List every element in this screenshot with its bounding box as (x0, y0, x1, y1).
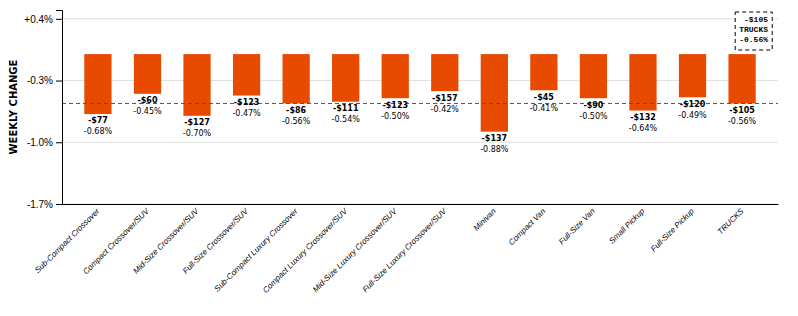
x-tick-label: Compact Van (507, 206, 548, 247)
bar (134, 54, 161, 94)
dollar-label: -$157 (432, 94, 458, 103)
x-tick: Compact Van (507, 204, 548, 247)
x-axis: Sub-Compact CrossoverCompact Crossover/S… (33, 204, 778, 295)
dollar-label: -$120 (680, 100, 706, 109)
bar (580, 54, 607, 98)
dollar-label: -$105 (729, 106, 755, 115)
y-tick: -0.3% (27, 75, 62, 86)
x-tick: Mid-Size Luxury Crossover/SUV (311, 204, 399, 294)
x-tick-label: TRUCKS (716, 206, 746, 236)
data-label: -0.50% (579, 112, 608, 121)
y-tick-label: -1.7% (27, 199, 53, 210)
data-label: -0.88% (480, 145, 509, 154)
x-tick-label: Full-Size Pickup (649, 206, 696, 253)
dollar-label: -$77 (88, 116, 108, 125)
dollar-label: -$123 (234, 98, 260, 107)
x-tick: TRUCKS (716, 204, 746, 236)
y-tick-mark (56, 81, 62, 82)
data-label: -0.68% (84, 127, 113, 136)
y-tick-label: -0.3% (27, 75, 53, 86)
dollar-label: -$127 (184, 118, 210, 127)
bar (332, 54, 359, 102)
bar (481, 54, 508, 132)
y-tick-label: +0.4% (24, 14, 53, 25)
dollar-label: -$111 (333, 104, 359, 113)
grid-line (62, 18, 778, 19)
grid-line (62, 80, 778, 81)
grid (62, 19, 778, 204)
data-label: -0.70% (183, 129, 212, 138)
bar (84, 54, 111, 114)
x-tick-label: Full-Size Luxury Crossover/SUV (361, 206, 449, 294)
x-tick-label: Sub-Compact Luxury Crossover (213, 206, 300, 293)
annotation-line: -$105 (744, 15, 768, 24)
x-tick: Full-Size Pickup (649, 204, 696, 254)
bar (679, 54, 706, 97)
bar (530, 54, 557, 90)
annotation-text: -$105TRUCKS-0.56% (739, 15, 768, 44)
y-tick: +0.4% (24, 14, 62, 25)
data-label: -0.64% (629, 124, 658, 133)
grid-line (62, 204, 778, 205)
data-label: -0.41% (530, 104, 559, 113)
y-tick: -1.7% (27, 199, 62, 210)
x-tick-label: Compact Luxury Crossover/SUV (261, 206, 350, 295)
data-label: -0.50% (381, 112, 410, 121)
x-tick: Full-Size Van (557, 204, 597, 246)
x-tick-label: Mid-Size Luxury Crossover/SUV (311, 206, 399, 294)
dollar-label: -$86 (286, 106, 306, 115)
y-tick-mark (56, 142, 62, 143)
bar (183, 54, 210, 116)
annotation: -$105TRUCKS-0.56% (735, 12, 772, 50)
x-tick: Full-Size Luxury Crossover/SUV (361, 204, 449, 294)
data-label: -0.49% (678, 111, 707, 120)
y-axis-title: WEEKLY CHANGE (8, 59, 19, 154)
annotation-line: TRUCKS (739, 25, 768, 34)
chart: +0.4% -0.3% -1.0% -1.7%Sub-Compact Crossove… (0, 0, 798, 316)
annotation-box (735, 12, 772, 50)
bar (282, 54, 309, 103)
y-axis: +0.4% -0.3% -1.0% -1.7% (24, 11, 62, 210)
bars (62, 54, 778, 132)
data-label: -0.45% (133, 107, 162, 116)
x-tick-label: Minivan (472, 206, 498, 232)
data-label: -0.56% (728, 117, 757, 126)
y-tick: -1.0% (27, 137, 62, 148)
data-label: -0.54% (332, 115, 361, 124)
plot: +0.4% -0.3% -1.0% -1.7%Sub-Compact Crossove… (24, 11, 778, 295)
y-tick-mark (56, 19, 62, 20)
data-label: -0.47% (232, 109, 261, 118)
grid-line (62, 142, 778, 143)
bar (629, 54, 656, 110)
x-tick: Sub-Compact Luxury Crossover (213, 204, 300, 294)
reference-line (62, 103, 778, 104)
x-tick-label: Full-Size Van (557, 206, 597, 246)
bar (431, 54, 458, 91)
dollar-label: -$132 (630, 113, 656, 122)
y-tick-mark (56, 204, 62, 205)
bar (233, 54, 260, 95)
x-tick-label: Small Pickup (607, 206, 646, 245)
data-label: -0.42% (431, 105, 460, 114)
dollar-label: -$45 (534, 93, 554, 102)
dollar-label: -$137 (482, 134, 508, 143)
y-tick-label: -1.0% (27, 137, 53, 148)
dollar-label: -$90 (583, 101, 603, 110)
data-label: -0.56% (282, 117, 311, 126)
x-tick: Small Pickup (607, 204, 646, 246)
x-axis-line (63, 204, 779, 205)
dollar-label: -$123 (382, 101, 408, 110)
bar (382, 54, 409, 98)
x-tick: Minivan (472, 204, 498, 233)
bar (728, 54, 755, 103)
data-labels: -$77 -0.68% -$60 -0.45% -$127 -0.70% -$123 -0.4… (84, 93, 757, 154)
x-tick: Compact Luxury Crossover/SUV (261, 204, 350, 295)
annotation-line: -0.56% (739, 35, 768, 44)
y-axis-line (56, 11, 63, 205)
dollar-label: -$60 (137, 96, 157, 105)
